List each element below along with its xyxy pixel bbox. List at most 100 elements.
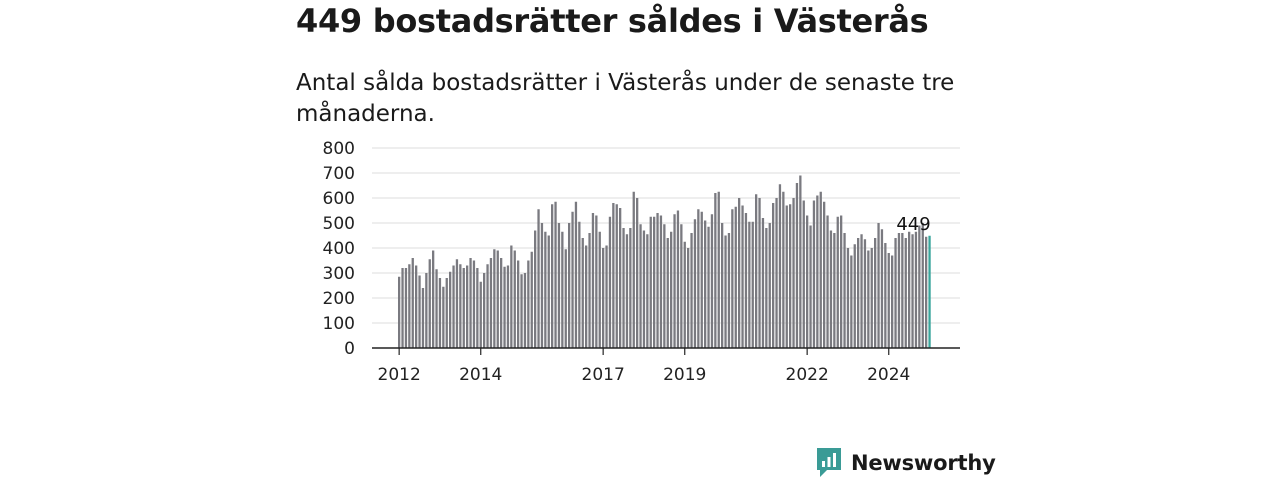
bar bbox=[544, 231, 547, 348]
bar bbox=[452, 265, 455, 348]
bar bbox=[734, 206, 737, 348]
bar bbox=[455, 259, 459, 348]
bar bbox=[748, 221, 751, 348]
bar bbox=[445, 278, 448, 348]
bar bbox=[666, 238, 669, 348]
y-tick-label: 200 bbox=[323, 289, 355, 309]
bar bbox=[884, 243, 887, 348]
bar bbox=[731, 209, 734, 348]
bar bbox=[680, 224, 683, 348]
bar bbox=[751, 221, 754, 348]
bar bbox=[908, 231, 911, 348]
bar bbox=[904, 238, 907, 348]
bar bbox=[489, 258, 493, 348]
bar bbox=[442, 286, 445, 348]
bar bbox=[438, 278, 442, 348]
bar bbox=[659, 215, 663, 348]
bar bbox=[510, 245, 513, 348]
bar bbox=[673, 214, 676, 348]
bar-chart-speech-bubble-icon bbox=[817, 448, 841, 477]
bar bbox=[727, 233, 731, 348]
bar bbox=[802, 200, 805, 348]
y-tick-label: 0 bbox=[344, 339, 355, 359]
bar bbox=[401, 268, 404, 348]
bar bbox=[663, 224, 666, 348]
bar bbox=[812, 200, 816, 348]
bar bbox=[517, 260, 520, 348]
bar bbox=[795, 183, 799, 348]
bar bbox=[476, 268, 479, 348]
bar bbox=[408, 264, 411, 348]
bar bbox=[809, 225, 812, 348]
bar bbox=[520, 274, 523, 348]
bar bbox=[741, 205, 744, 348]
bar bbox=[503, 266, 506, 348]
bar bbox=[588, 233, 591, 348]
bars bbox=[398, 175, 931, 348]
bar bbox=[595, 215, 598, 348]
bar bbox=[578, 221, 581, 348]
bar bbox=[792, 198, 795, 348]
bar bbox=[554, 201, 557, 348]
bar bbox=[602, 248, 605, 348]
bar bbox=[632, 191, 635, 348]
y-axis-labels: 0 100 200 300 400 500 600 700 800 bbox=[323, 139, 355, 359]
bar bbox=[826, 215, 829, 348]
bar bbox=[714, 193, 717, 348]
bar bbox=[925, 236, 928, 348]
x-tick-label: 2024 bbox=[867, 365, 910, 385]
bar bbox=[619, 208, 622, 348]
bar bbox=[432, 250, 435, 348]
bar bbox=[891, 255, 894, 348]
bar bbox=[449, 271, 452, 348]
bar bbox=[612, 203, 615, 348]
bar bbox=[581, 238, 584, 348]
bar bbox=[629, 228, 632, 348]
bar bbox=[462, 268, 465, 348]
bar bbox=[459, 264, 462, 348]
bar bbox=[897, 233, 901, 348]
y-tick-label: 300 bbox=[323, 264, 355, 284]
bar bbox=[761, 218, 765, 348]
bar bbox=[615, 204, 618, 348]
bar bbox=[717, 191, 720, 348]
bar bbox=[527, 260, 530, 348]
bar bbox=[921, 223, 924, 348]
bar bbox=[506, 265, 510, 348]
bar bbox=[853, 244, 856, 348]
bar bbox=[418, 275, 421, 348]
bar bbox=[918, 225, 921, 348]
bar bbox=[894, 238, 897, 348]
bar bbox=[608, 216, 612, 348]
bar bbox=[530, 251, 533, 348]
bar bbox=[425, 273, 428, 348]
bar bbox=[466, 265, 469, 348]
bar bbox=[591, 213, 595, 348]
y-tick-label: 700 bbox=[323, 164, 355, 184]
bar bbox=[867, 250, 870, 348]
bar bbox=[500, 258, 503, 348]
bar bbox=[778, 184, 782, 348]
bar bbox=[557, 223, 561, 348]
bar bbox=[646, 234, 649, 348]
bar bbox=[833, 233, 836, 348]
bar bbox=[738, 198, 741, 348]
bar bbox=[901, 233, 904, 348]
bar bbox=[574, 201, 578, 348]
bar bbox=[704, 220, 707, 348]
bar bbox=[513, 250, 516, 348]
bar bbox=[496, 250, 499, 348]
bar bbox=[765, 228, 768, 348]
bar bbox=[472, 260, 476, 348]
bar bbox=[676, 210, 680, 348]
bar bbox=[415, 265, 418, 348]
bar bbox=[697, 209, 700, 348]
y-tick-label: 800 bbox=[323, 139, 355, 159]
bar bbox=[806, 215, 809, 348]
x-tick-label: 2017 bbox=[582, 365, 625, 385]
y-tick-label: 500 bbox=[323, 214, 355, 234]
bar bbox=[571, 211, 574, 348]
bar bbox=[653, 216, 656, 348]
bar bbox=[829, 230, 833, 348]
bar bbox=[411, 258, 414, 348]
